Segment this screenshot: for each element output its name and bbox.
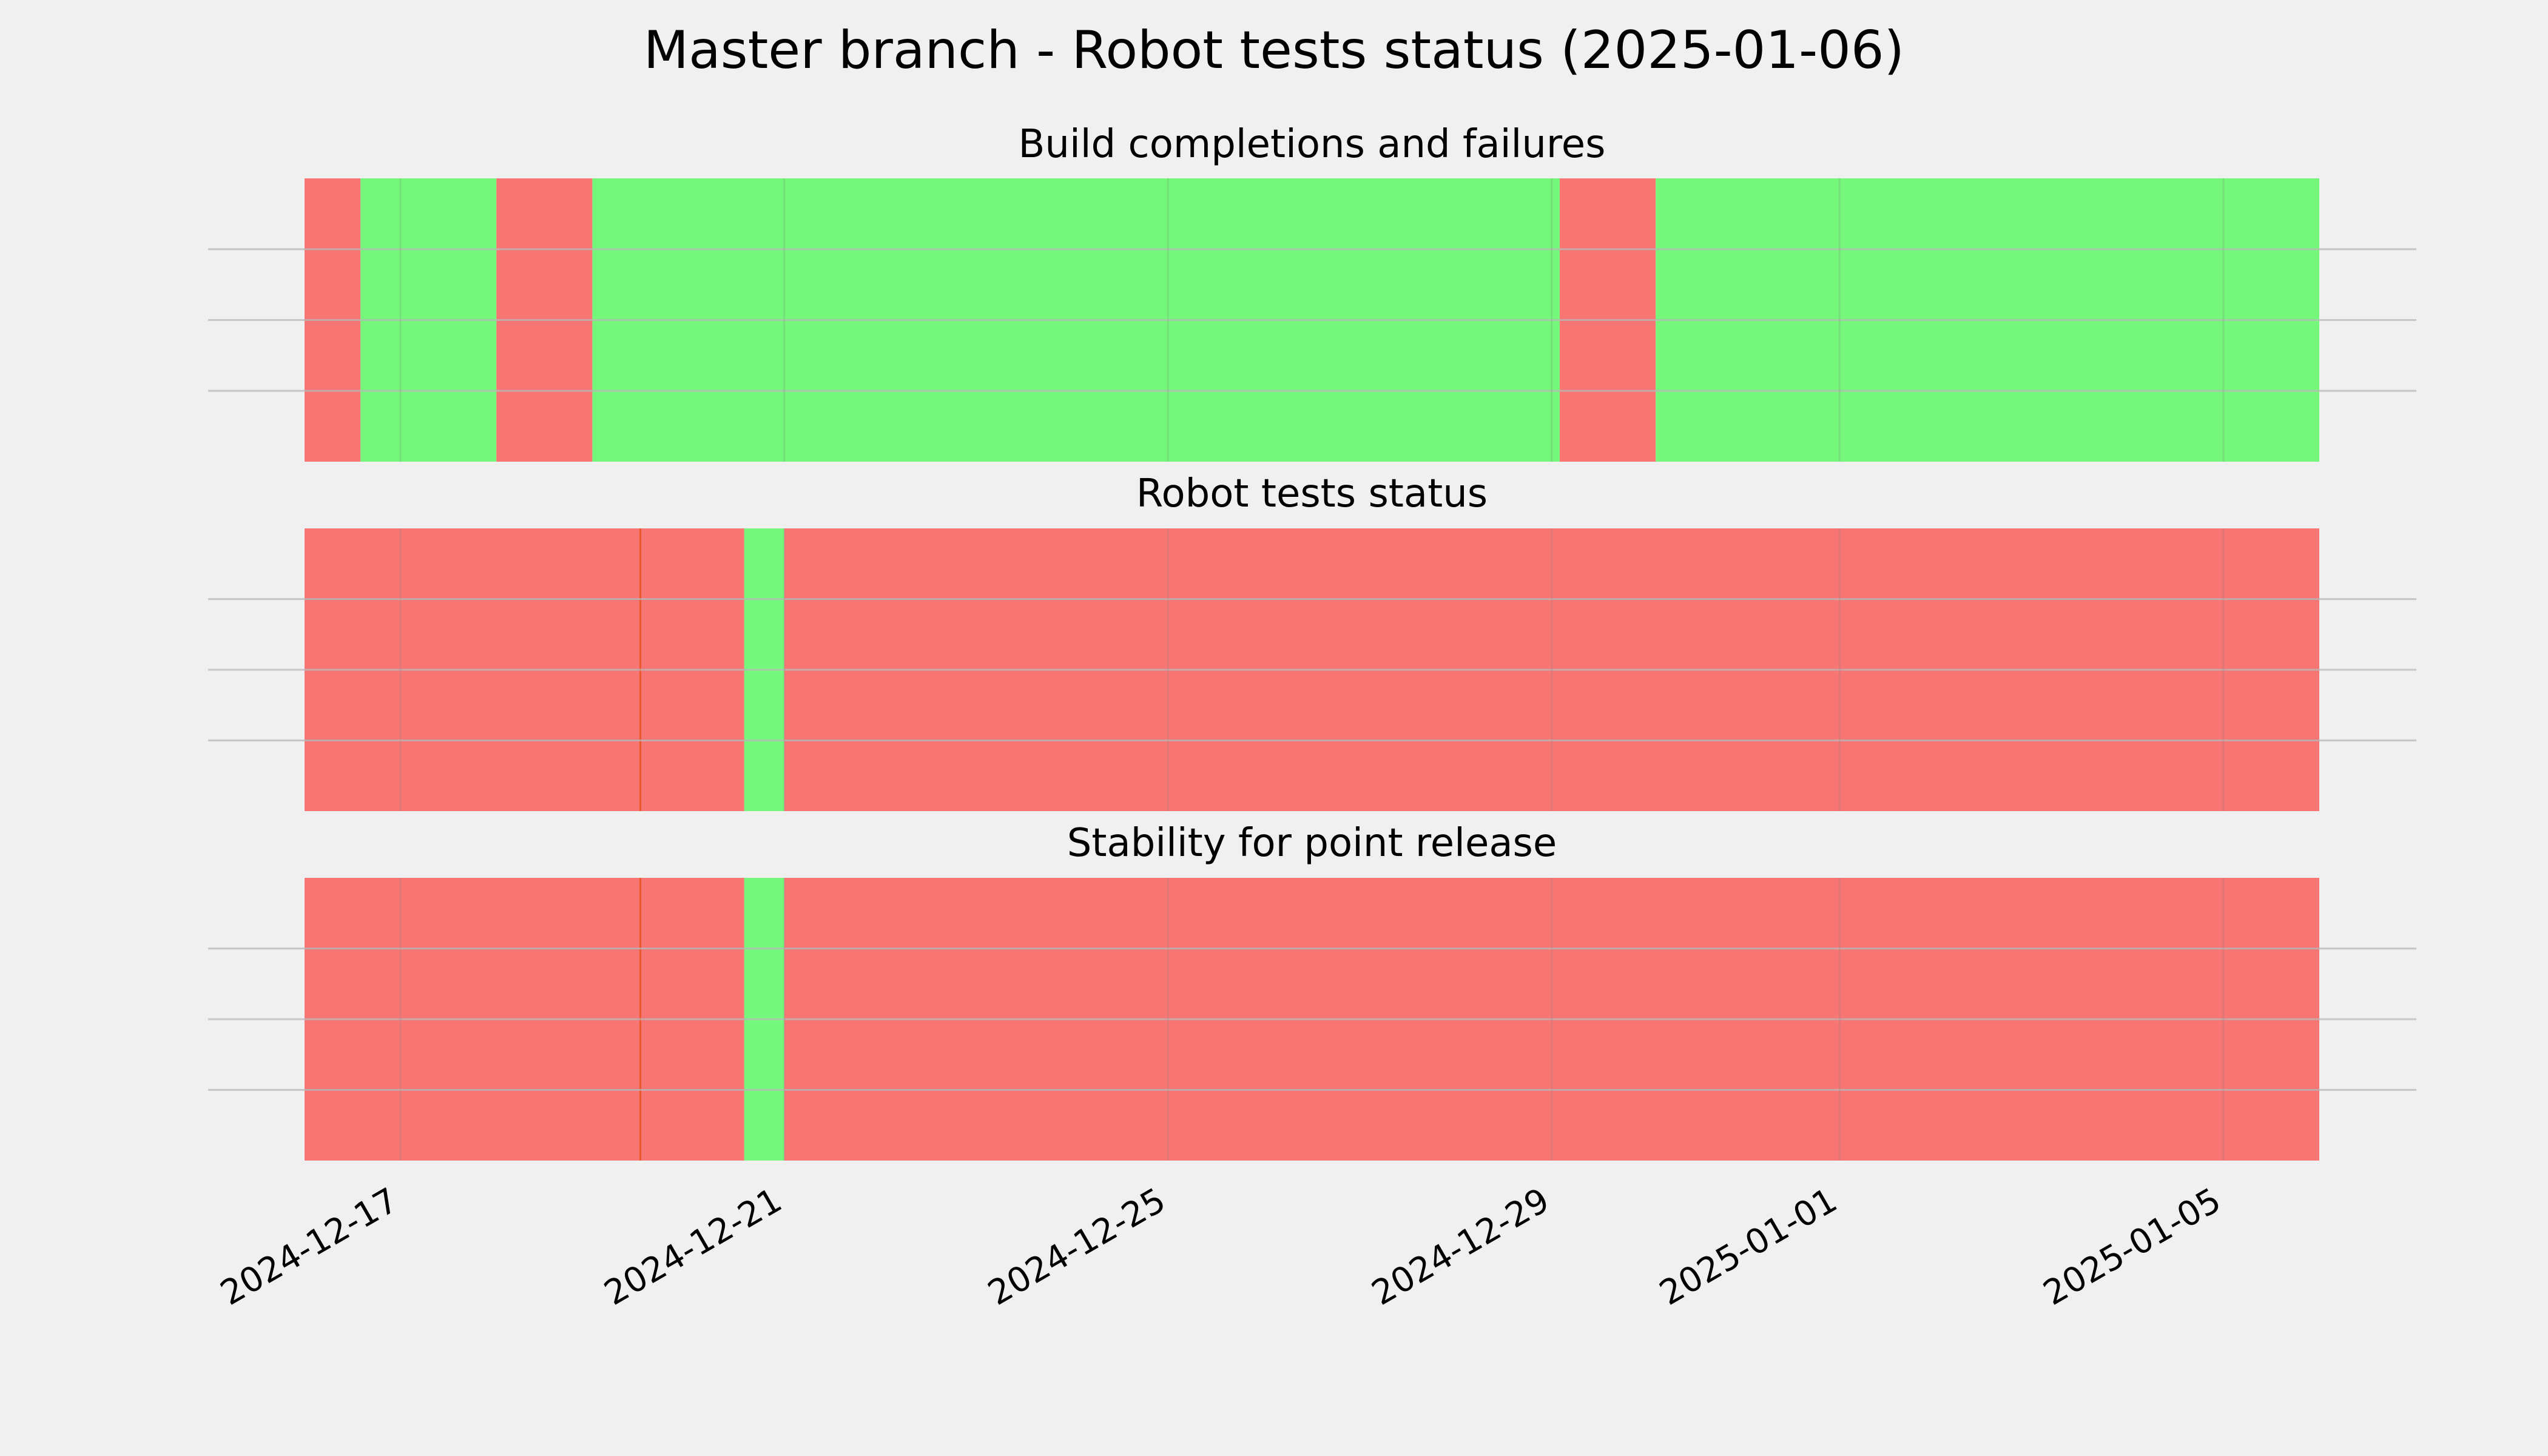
panel-title: Robot tests status	[1136, 471, 1488, 516]
panel-3: Stability for point release	[208, 821, 2416, 1161]
panel-1: Build completions and failures	[208, 122, 2416, 462]
figure-title: Master branch - Robot tests status (2025…	[644, 20, 1904, 81]
panel-2: Robot tests status	[208, 471, 2416, 811]
panels: Build completions and failures Robot test…	[208, 122, 2416, 1161]
panel-title: Build completions and failures	[1019, 122, 1606, 167]
panel-title: Stability for point release	[1067, 821, 1557, 866]
